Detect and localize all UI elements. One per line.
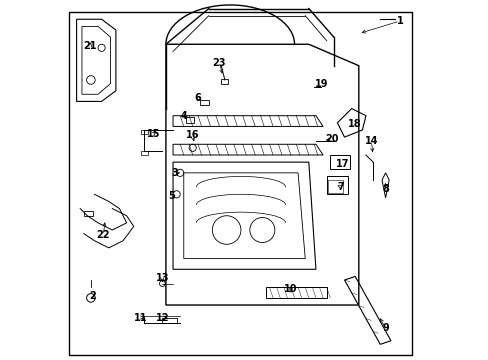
Text: 3: 3	[171, 168, 178, 178]
Text: 9: 9	[382, 323, 388, 333]
FancyBboxPatch shape	[69, 12, 411, 355]
Bar	[141, 130, 148, 134]
Bar	[200, 100, 208, 105]
Text: 13: 13	[155, 273, 169, 283]
Text: 10: 10	[284, 284, 297, 294]
Bar	[162, 318, 176, 323]
Text: 16: 16	[185, 130, 199, 140]
Text: 12: 12	[155, 312, 169, 323]
Text: 17: 17	[335, 159, 349, 169]
Text: 5: 5	[167, 191, 174, 201]
Text: 11: 11	[134, 312, 147, 323]
Bar	[329, 155, 349, 169]
Text: 23: 23	[212, 58, 226, 68]
Bar	[141, 152, 148, 155]
Text: 20: 20	[325, 134, 338, 144]
Bar	[83, 211, 93, 216]
Text: 21: 21	[83, 41, 97, 51]
Bar	[221, 79, 227, 84]
Bar	[328, 180, 342, 193]
Bar	[326, 176, 347, 194]
Text: 8: 8	[382, 184, 388, 194]
Bar	[185, 117, 194, 123]
Text: 2: 2	[89, 291, 96, 301]
Text: 4: 4	[180, 111, 187, 121]
Text: 1: 1	[396, 16, 403, 26]
Text: 15: 15	[146, 129, 160, 139]
Text: 19: 19	[314, 79, 327, 89]
Text: 14: 14	[364, 136, 377, 146]
Text: 6: 6	[194, 93, 201, 103]
Text: 7: 7	[337, 182, 344, 192]
Text: 18: 18	[347, 118, 361, 129]
Text: 22: 22	[97, 230, 110, 240]
